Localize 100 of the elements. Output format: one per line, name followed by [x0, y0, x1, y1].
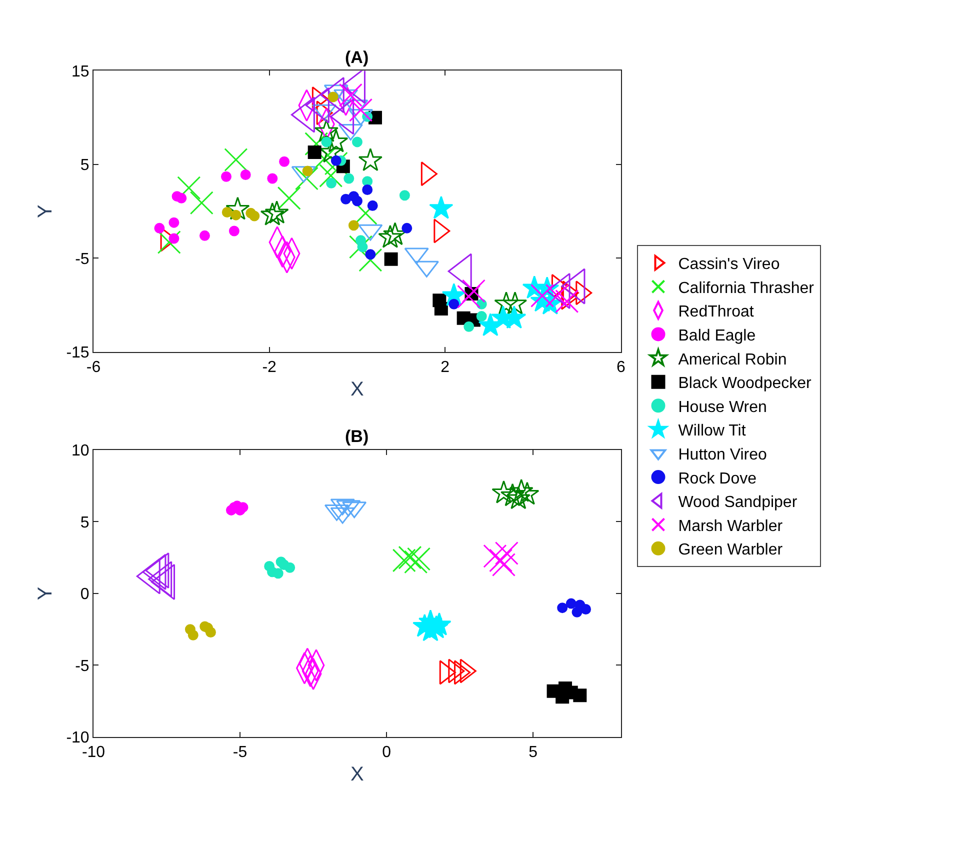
point [344, 173, 354, 184]
point [312, 147, 336, 171]
y-axis-title: Y [34, 204, 57, 218]
point [557, 602, 568, 614]
y-tick-label: 10 [72, 442, 90, 460]
y-axis-title: Y [34, 586, 57, 600]
point [362, 184, 373, 195]
point [500, 483, 525, 506]
point [260, 202, 284, 226]
point [321, 136, 332, 148]
point [476, 311, 487, 322]
point [434, 302, 448, 316]
legend-label: RedThroat [678, 304, 754, 321]
x-tick-label: -5 [232, 744, 248, 762]
point [352, 196, 362, 206]
point [530, 284, 554, 308]
point [230, 210, 242, 220]
point [357, 242, 368, 252]
point [378, 224, 402, 248]
point [168, 217, 180, 228]
point [384, 252, 398, 266]
point [492, 480, 516, 504]
legend-label: Rock Dove [678, 470, 757, 488]
point [489, 548, 513, 572]
x-tick-label: -2 [262, 359, 277, 376]
x-tick-label: 6 [616, 359, 626, 376]
point [349, 98, 372, 122]
point [314, 118, 339, 142]
point [566, 598, 576, 609]
point [448, 298, 460, 310]
legend-label: Hutton Vireo [678, 446, 767, 464]
chart-title: (A) [345, 48, 369, 67]
point [240, 170, 251, 180]
point [494, 542, 518, 566]
point [199, 230, 210, 241]
point [222, 206, 232, 218]
point [224, 148, 248, 172]
point [572, 606, 582, 618]
point [457, 284, 481, 308]
legend-label: House Wren [678, 398, 767, 416]
x-tick-label: -6 [86, 359, 101, 376]
point [573, 688, 587, 702]
point [502, 291, 528, 314]
point [154, 222, 165, 234]
point [226, 196, 250, 220]
point [494, 291, 518, 314]
point [492, 553, 516, 577]
point [464, 321, 474, 332]
point [176, 192, 187, 204]
legend-label: Black Woodpecker [678, 375, 812, 392]
point [157, 230, 181, 254]
point [338, 83, 362, 107]
point [392, 548, 416, 572]
chart-title: (B) [345, 427, 369, 446]
point [515, 482, 540, 505]
legend-label: Green Warbler [678, 542, 784, 559]
point [202, 622, 214, 634]
x-tick-label: 0 [382, 744, 392, 762]
point [221, 171, 232, 182]
point [362, 176, 373, 187]
point [177, 176, 201, 200]
point [580, 604, 592, 615]
legend-label: California Thrasher [678, 280, 815, 297]
point [326, 178, 337, 188]
point [462, 279, 486, 303]
y-tick-label: 0 [80, 586, 90, 604]
point [509, 478, 534, 502]
point [402, 222, 412, 234]
point [228, 226, 240, 236]
legend-label: Marsh Warbler [678, 518, 784, 535]
point [249, 210, 260, 222]
point [188, 630, 198, 640]
point [358, 148, 382, 172]
y-tick-label: -5 [75, 658, 90, 675]
x-tick-label: 5 [528, 744, 538, 762]
point [348, 220, 359, 231]
point [352, 136, 362, 148]
point [330, 155, 342, 166]
point [277, 186, 301, 210]
point [365, 249, 376, 260]
point [308, 146, 322, 160]
point [264, 200, 289, 224]
point [506, 486, 530, 510]
point [278, 560, 290, 570]
point [367, 200, 378, 211]
y-tick-label: 5 [80, 514, 90, 532]
x-tick-label: 2 [440, 359, 450, 376]
y-tick-label: -5 [75, 250, 90, 268]
legend-label: Cassin's Vireo [678, 256, 780, 274]
point [340, 194, 352, 204]
y-tick-label: 5 [80, 157, 90, 174]
point [168, 233, 180, 244]
legend-label: Bald Eagle [678, 327, 756, 344]
point [399, 190, 410, 201]
point [267, 566, 278, 578]
legend-label: Willow Tit [678, 422, 746, 440]
point [483, 544, 507, 568]
point [398, 546, 422, 570]
point [267, 173, 278, 184]
y-tick-label: -15 [66, 344, 90, 362]
